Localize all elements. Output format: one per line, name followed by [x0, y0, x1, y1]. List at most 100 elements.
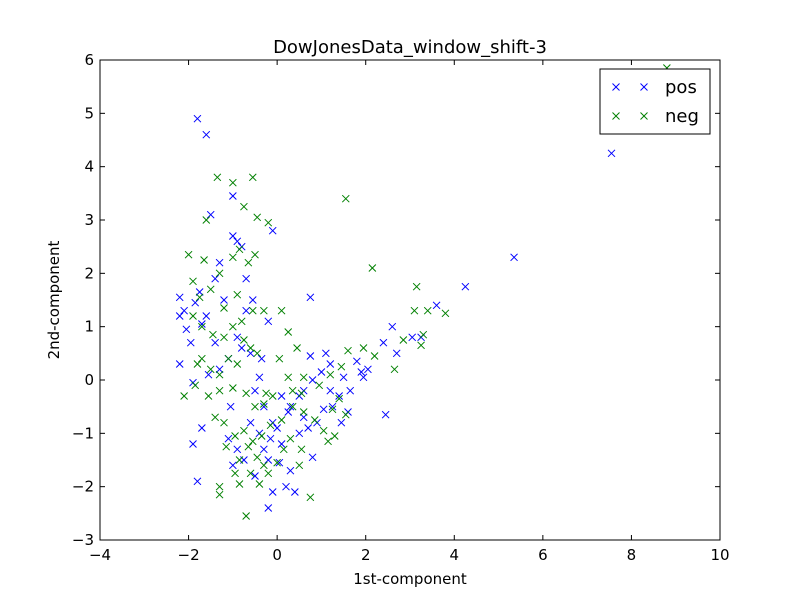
data-point-neg	[246, 344, 255, 352]
data-point-pos	[275, 458, 284, 467]
data-point-neg	[191, 381, 200, 390]
data-point-neg	[229, 322, 237, 331]
data-point-neg	[284, 328, 293, 336]
data-point-neg	[266, 421, 275, 430]
legend-x-icon	[612, 83, 620, 91]
data-point-neg	[368, 264, 377, 272]
data-point-pos	[260, 445, 268, 454]
data-point-neg	[220, 333, 228, 342]
y-tick-label: 1	[84, 318, 94, 336]
data-point-neg	[273, 458, 281, 467]
data-point-neg	[198, 354, 206, 363]
data-point-neg	[341, 194, 350, 203]
data-point-neg	[235, 245, 244, 254]
data-point-neg	[240, 202, 248, 211]
data-point-pos	[277, 440, 286, 448]
data-point-pos	[319, 405, 328, 414]
data-point-neg	[233, 290, 242, 299]
data-point-pos	[206, 210, 215, 219]
data-point-neg	[310, 416, 319, 424]
data-point-neg	[204, 392, 213, 400]
data-point-pos	[186, 338, 195, 347]
data-point-neg	[330, 432, 339, 440]
data-point-pos	[337, 418, 346, 427]
data-point-pos	[392, 349, 401, 358]
data-point-pos	[224, 434, 233, 443]
x-tick-label: −2	[178, 546, 200, 564]
data-point-pos	[246, 418, 255, 427]
data-point-pos	[264, 317, 273, 326]
data-point-pos	[284, 408, 293, 416]
data-point-pos	[273, 424, 281, 432]
data-point-neg	[264, 469, 273, 478]
data-point-pos	[264, 456, 273, 464]
data-point-neg	[206, 285, 215, 294]
data-point-neg	[335, 394, 343, 403]
data-point-neg	[257, 432, 266, 440]
data-point-neg	[235, 456, 244, 464]
legend: pos neg	[599, 68, 711, 135]
legend-marker-pos	[612, 83, 648, 91]
data-point-neg	[268, 392, 277, 400]
data-point-pos	[607, 149, 616, 158]
data-point-neg	[244, 442, 253, 451]
data-point-pos	[291, 488, 299, 496]
data-point-neg	[240, 336, 248, 344]
axis-ticks: −4 −2 0 2 4 6 8 10 −3 −2 −1 0 1 2 3 4 5 6	[72, 51, 730, 564]
data-point-neg	[235, 480, 244, 488]
data-point-neg	[237, 317, 246, 326]
legend-box	[599, 68, 711, 135]
data-point-pos	[202, 130, 211, 139]
data-point-pos	[268, 488, 277, 496]
data-point-pos	[193, 477, 202, 486]
data-point-pos	[282, 482, 290, 491]
data-point-pos	[353, 357, 361, 366]
data-point-pos	[242, 274, 250, 283]
data-point-pos	[306, 352, 315, 360]
data-point-neg	[215, 490, 224, 499]
data-point-neg	[253, 453, 262, 462]
data-point-pos	[175, 360, 184, 368]
data-point-neg	[315, 381, 324, 390]
data-point-pos	[251, 472, 259, 480]
data-point-neg	[319, 426, 328, 435]
data-point-neg	[277, 306, 286, 315]
data-point-pos	[346, 386, 355, 395]
data-point-neg	[251, 402, 259, 411]
data-point-pos	[257, 354, 266, 363]
data-point-pos	[229, 461, 237, 470]
data-point-neg	[370, 352, 379, 360]
data-point-neg	[229, 384, 237, 392]
data-point-pos	[317, 368, 326, 376]
data-point-pos	[277, 392, 286, 400]
data-point-neg	[206, 365, 215, 374]
data-point-neg	[344, 346, 352, 355]
chart-title: DowJonesData_window_shift-3	[273, 37, 547, 58]
data-point-neg	[253, 213, 262, 222]
y-tick-label: 5	[84, 104, 94, 122]
data-point-neg	[328, 405, 337, 414]
data-point-neg	[248, 173, 257, 182]
x-tick-label: 4	[450, 546, 460, 564]
data-point-neg	[233, 360, 242, 368]
data-point-neg	[215, 386, 224, 395]
data-point-pos	[229, 192, 237, 200]
data-point-neg	[295, 461, 304, 470]
data-point-neg	[244, 258, 253, 267]
x-tick-label: −4	[89, 546, 111, 564]
data-point-neg	[277, 416, 286, 424]
data-point-neg	[288, 386, 297, 395]
data-point-pos	[326, 360, 335, 368]
data-point-pos	[266, 434, 275, 443]
data-point-pos	[295, 429, 304, 438]
data-point-pos	[248, 296, 257, 304]
data-point-neg	[189, 277, 197, 286]
y-tick-label: −2	[72, 478, 94, 496]
data-point-pos	[408, 333, 417, 342]
y-tick-label: 3	[84, 211, 94, 229]
data-point-neg	[441, 309, 450, 318]
data-point-pos	[251, 386, 259, 395]
data-point-neg	[231, 432, 239, 440]
data-point-pos	[193, 114, 202, 123]
